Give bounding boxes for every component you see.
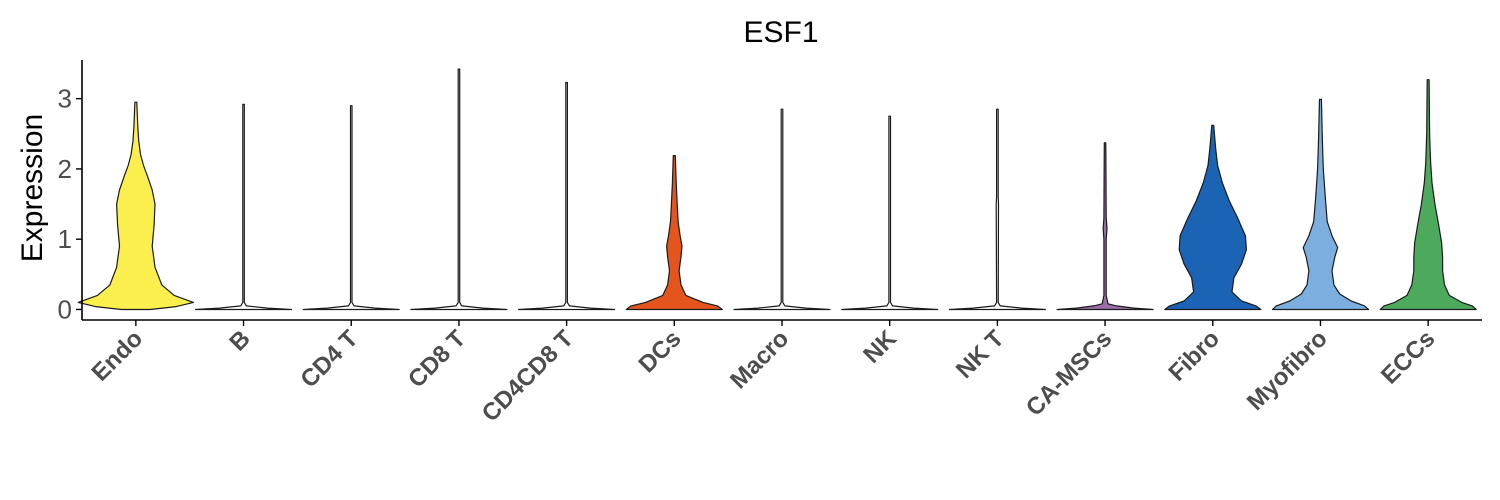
x-tick-label: NK T	[951, 325, 1010, 384]
x-tick-label: Fibro	[1163, 325, 1225, 387]
y-axis-ticks: 0 1 2 3	[58, 84, 82, 324]
violin-series	[77, 68, 1477, 311]
violin-ca-mscs	[1056, 142, 1154, 311]
violin-eccs	[1379, 79, 1477, 311]
x-tick-label: Myofibro	[1242, 325, 1333, 416]
x-tick-label: CD4CD8 T	[477, 325, 579, 427]
violin-nk-t	[948, 108, 1046, 311]
violin-fibro	[1164, 124, 1262, 311]
violin-endo	[77, 101, 194, 311]
y-tick-label: 2	[58, 154, 72, 184]
violin-cd4cd8-t	[518, 81, 616, 311]
y-tick-label: 1	[58, 224, 72, 254]
x-tick-label: CD4 T	[295, 325, 363, 393]
x-tick-label: ECCs	[1376, 325, 1440, 389]
y-axis-label: Expression	[16, 114, 49, 262]
violin-myofibro	[1271, 98, 1370, 311]
x-tick-label: CA-MSCs	[1021, 325, 1117, 421]
x-tick-label: B	[224, 325, 255, 356]
violin-nk	[841, 115, 939, 311]
y-tick-label: 0	[58, 294, 72, 324]
violin-dcs	[625, 155, 723, 311]
x-tick-label: DCs	[634, 325, 687, 378]
violin-b	[194, 103, 293, 311]
chart-title: ESF1	[743, 16, 818, 49]
x-tick-label: NK	[858, 325, 902, 369]
violin-cd8-t	[410, 68, 508, 311]
violin-macro	[733, 108, 831, 311]
x-tick-label: Macro	[725, 325, 794, 394]
violin-cd4-t	[302, 105, 400, 311]
x-tick-label: CD8 T	[403, 325, 471, 393]
y-tick-label: 3	[58, 84, 72, 114]
x-axis-ticks: Endo B CD4 T CD8 T CD4CD8 T DCs Macro NK NK T CA-…	[87, 320, 1440, 427]
x-tick-label: Endo	[87, 325, 149, 387]
